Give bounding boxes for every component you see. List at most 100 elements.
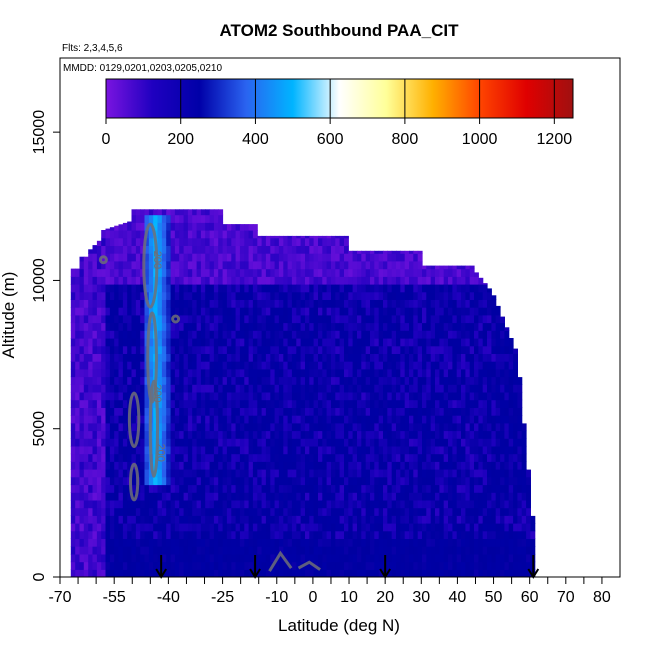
heatmap-cell bbox=[192, 438, 198, 447]
heatmap-cell bbox=[508, 376, 514, 385]
heatmap-cell bbox=[174, 237, 180, 246]
heatmap-cell bbox=[274, 361, 280, 370]
heatmap-cell bbox=[183, 209, 189, 216]
heatmap-cell bbox=[231, 407, 237, 416]
heatmap-cell bbox=[135, 492, 141, 501]
heatmap-cell bbox=[257, 546, 263, 555]
heatmap-cell bbox=[357, 253, 362, 262]
heatmap-cell bbox=[305, 314, 310, 324]
heatmap-cell bbox=[413, 422, 419, 432]
heatmap-cell bbox=[287, 235, 293, 239]
heatmap-cell bbox=[417, 345, 423, 354]
heatmap-cell bbox=[270, 338, 276, 347]
heatmap-cell bbox=[469, 523, 475, 532]
heatmap-cell bbox=[500, 384, 505, 393]
heatmap-cell bbox=[404, 399, 410, 408]
heatmap-cell bbox=[166, 330, 172, 339]
heatmap-cell bbox=[118, 253, 124, 262]
heatmap-cell bbox=[300, 453, 306, 462]
heatmap-cell bbox=[261, 484, 267, 493]
heatmap-cell bbox=[422, 438, 427, 447]
heatmap-cell bbox=[83, 422, 89, 432]
heatmap-cell bbox=[365, 314, 371, 324]
heatmap-cell bbox=[491, 492, 497, 501]
heatmap-cell bbox=[200, 438, 206, 447]
heatmap-cell bbox=[278, 484, 284, 493]
heatmap-cell bbox=[166, 538, 172, 547]
heatmap-cell bbox=[331, 422, 336, 432]
heatmap-cell bbox=[331, 391, 336, 401]
heatmap-cell bbox=[118, 445, 124, 455]
heatmap-cell bbox=[435, 515, 440, 524]
heatmap-cell bbox=[500, 507, 505, 516]
heatmap-cell bbox=[322, 237, 328, 246]
heatmap-cell bbox=[422, 484, 427, 493]
heatmap-cell bbox=[500, 538, 505, 547]
heatmap-cell bbox=[417, 492, 423, 501]
heatmap-cell bbox=[335, 553, 341, 563]
heatmap-cell bbox=[101, 368, 107, 378]
heatmap-cell bbox=[296, 245, 302, 254]
heatmap-cell bbox=[118, 422, 124, 432]
heatmap-cell bbox=[443, 376, 449, 385]
heatmap-cell bbox=[92, 260, 98, 270]
heatmap-cell bbox=[287, 268, 293, 277]
heatmap-cell bbox=[322, 368, 328, 378]
heatmap-cell bbox=[487, 391, 492, 401]
heatmap-cell bbox=[318, 561, 323, 570]
heatmap-cell bbox=[344, 499, 349, 509]
heatmap-cell bbox=[278, 507, 284, 516]
heatmap-cell bbox=[196, 453, 202, 462]
heatmap-cell bbox=[318, 299, 323, 308]
heatmap-cell bbox=[344, 530, 349, 539]
heatmap-cell bbox=[378, 499, 384, 509]
heatmap-cell bbox=[265, 368, 271, 378]
heatmap-cell bbox=[357, 499, 362, 509]
heatmap-cell bbox=[287, 407, 293, 416]
heatmap-cell bbox=[409, 492, 414, 501]
heatmap-cell bbox=[291, 569, 297, 577]
heatmap-cell bbox=[222, 245, 228, 254]
heatmap-cell bbox=[261, 307, 267, 316]
heatmap-cell bbox=[287, 530, 293, 539]
heatmap-cell bbox=[291, 492, 297, 501]
heatmap-cell bbox=[452, 415, 458, 424]
heatmap-cell bbox=[96, 299, 102, 308]
heatmap-cell bbox=[183, 469, 189, 478]
heatmap-cell bbox=[205, 515, 211, 524]
heatmap-cell bbox=[478, 345, 484, 354]
heatmap-cell bbox=[101, 546, 107, 555]
heatmap-cell bbox=[183, 453, 189, 462]
heatmap-cell bbox=[205, 268, 211, 277]
heatmap-cell bbox=[291, 284, 297, 293]
heatmap-cell bbox=[357, 530, 362, 539]
heatmap-cell bbox=[448, 338, 453, 347]
heatmap-cell bbox=[79, 353, 85, 362]
heatmap-cell bbox=[387, 260, 393, 270]
heatmap-cell bbox=[179, 384, 185, 393]
heatmap-cell bbox=[183, 569, 189, 577]
heatmap-cell bbox=[196, 214, 202, 223]
heatmap-cell bbox=[135, 299, 141, 308]
heatmap-cell bbox=[75, 530, 81, 539]
heatmap-cell bbox=[465, 484, 471, 493]
heatmap-cell bbox=[426, 530, 432, 539]
heatmap-cell bbox=[400, 314, 406, 324]
heatmap-cell bbox=[239, 330, 245, 339]
heatmap-cell bbox=[370, 507, 375, 516]
heatmap-cell bbox=[144, 530, 150, 539]
heatmap-cell bbox=[114, 299, 120, 308]
heatmap-cell bbox=[326, 553, 332, 563]
heatmap-cell bbox=[300, 507, 306, 516]
heatmap-cell bbox=[387, 422, 393, 432]
heatmap-cell bbox=[170, 523, 176, 532]
heatmap-cell bbox=[161, 546, 167, 555]
heatmap-cell bbox=[196, 230, 202, 239]
heatmap-cell bbox=[326, 569, 332, 577]
heatmap-cell bbox=[270, 353, 276, 362]
heatmap-cell bbox=[396, 476, 401, 486]
heatmap-cell bbox=[339, 476, 345, 486]
heatmap-cell bbox=[439, 453, 445, 462]
heatmap-cell bbox=[335, 407, 341, 416]
heatmap-cell bbox=[517, 507, 523, 516]
